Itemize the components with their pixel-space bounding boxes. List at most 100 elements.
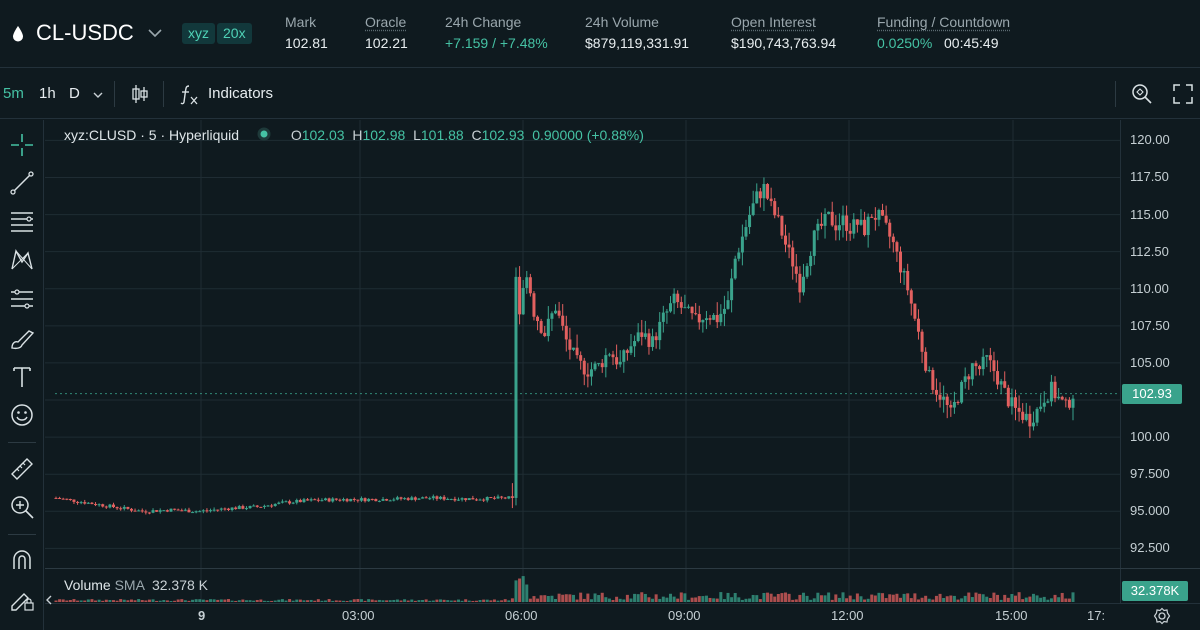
timeframe-d[interactable]: D: [69, 85, 80, 102]
volume-bar: [604, 597, 608, 602]
fib-icon[interactable]: [9, 286, 35, 312]
volume-bar: [1057, 597, 1061, 602]
volume-bar: [1049, 598, 1053, 602]
timeframe-5m[interactable]: 5m: [3, 85, 24, 102]
volume-bar: [97, 599, 101, 602]
candle-body: [201, 510, 205, 512]
candle-body: [230, 507, 234, 510]
volume-bar: [1021, 599, 1025, 602]
candle-body: [313, 499, 317, 501]
candle-body: [992, 360, 996, 372]
price-tick-label: 115.00: [1130, 206, 1169, 222]
volume-bar: [115, 600, 119, 602]
chevron-left-icon[interactable]: [44, 594, 54, 606]
volume-bar: [931, 599, 935, 602]
volume-bar: [794, 599, 798, 602]
toolbar-divider: [1115, 81, 1116, 107]
zoom-in-icon[interactable]: [9, 494, 35, 520]
leverage-badge[interactable]: 20x: [217, 23, 252, 44]
chevron-down-icon[interactable]: [147, 27, 163, 39]
candle-body: [395, 497, 399, 500]
settings-gear-icon[interactable]: [1153, 607, 1171, 625]
volume-bar: [413, 600, 417, 602]
candle-body: [568, 339, 572, 350]
candle-body: [715, 314, 719, 323]
candle-body: [399, 497, 403, 499]
candle-body: [1042, 402, 1046, 407]
lock-pencil-icon[interactable]: [9, 586, 35, 612]
volume-bar: [410, 599, 414, 602]
volume-bar: [866, 598, 870, 602]
ruler-icon[interactable]: [9, 456, 35, 482]
chevron-down-icon[interactable]: [92, 90, 104, 100]
time-tick-label: 03:00: [342, 608, 375, 623]
crosshair-icon[interactable]: [9, 132, 35, 158]
volume-bar: [155, 600, 159, 602]
candle-body: [234, 507, 238, 510]
candle-body: [737, 252, 741, 259]
candle-body: [115, 507, 119, 509]
volume-bar: [561, 594, 565, 602]
legend-title: xyz:CLUSD · 5 · Hyperliquid: [64, 127, 240, 143]
volume-bar: [187, 600, 191, 602]
volume-bar: [370, 599, 374, 602]
candle-body: [708, 318, 712, 320]
volume-sma-label: SMA: [114, 577, 145, 593]
text-icon[interactable]: [9, 364, 35, 390]
funding-rate-value: 0.0250%: [877, 35, 933, 51]
candle-body: [449, 498, 453, 500]
candle-body: [327, 498, 331, 502]
volume-bar: [191, 599, 195, 602]
volume-bar: [277, 599, 281, 602]
candle-body: [324, 498, 328, 501]
candle-body: [341, 499, 345, 501]
volume-bar: [924, 595, 928, 602]
magnet-icon[interactable]: [9, 547, 35, 573]
volume-bar: [988, 598, 992, 602]
brush-icon[interactable]: [9, 325, 35, 351]
candle-body: [730, 278, 734, 301]
search-settings-icon[interactable]: [1130, 82, 1154, 106]
funding-label: Funding / Countdown: [877, 14, 1011, 30]
candle-body: [963, 376, 967, 382]
volume-bar: [823, 595, 827, 602]
candle-body: [137, 510, 141, 512]
candle-body: [536, 316, 540, 322]
horizontal-lines-icon[interactable]: [9, 208, 35, 234]
volume-bar: [122, 599, 126, 602]
market-symbol[interactable]: CL-USDC: [36, 20, 134, 45]
time-tick-label: 9: [198, 608, 206, 623]
candle-body: [902, 270, 906, 273]
drop-icon: [13, 26, 23, 42]
candle-body: [492, 497, 496, 499]
candle-body: [442, 496, 446, 500]
volume-bar: [1017, 592, 1021, 602]
volume-bar: [377, 599, 381, 602]
volume-bar: [902, 593, 906, 602]
fullscreen-icon[interactable]: [1172, 83, 1194, 105]
timeframe-1h[interactable]: 1h: [39, 85, 56, 102]
candle-body: [126, 506, 130, 509]
candle-body: [345, 499, 349, 502]
volume-bar: [417, 600, 421, 602]
candle-style-icon[interactable]: [130, 83, 150, 105]
volume-bar: [514, 580, 518, 602]
candle-body: [209, 510, 213, 512]
volume-bar: [744, 598, 748, 602]
candle-body: [464, 498, 468, 501]
volume-bar: [403, 599, 407, 602]
pattern-icon[interactable]: [9, 247, 35, 273]
candle-body: [981, 356, 985, 370]
candle-body: [554, 310, 558, 314]
volume-bar: [586, 593, 590, 602]
volume-bar: [715, 598, 719, 602]
volume-bar: [877, 592, 881, 602]
trendline-icon[interactable]: [9, 170, 35, 196]
volume-bar: [568, 594, 572, 602]
candle-body: [899, 251, 903, 273]
emoji-icon[interactable]: [9, 402, 35, 428]
volume-bar: [1010, 594, 1014, 602]
candle-body: [90, 502, 94, 505]
candle-body: [377, 500, 381, 502]
